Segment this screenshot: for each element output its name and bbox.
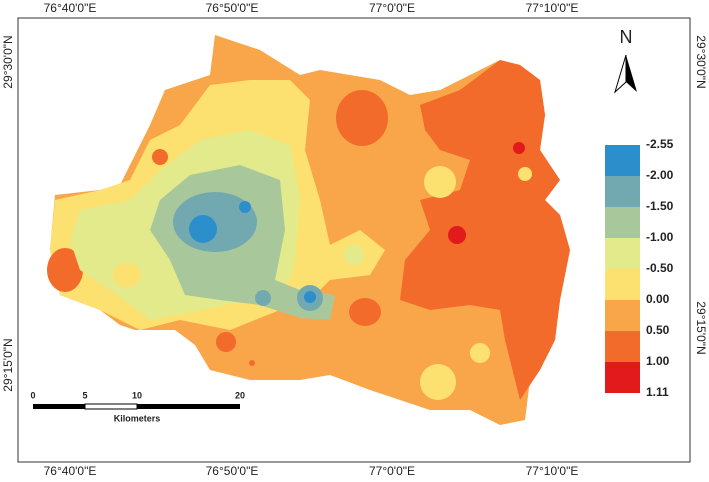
- legend-swatch: [605, 300, 640, 331]
- scale-segment: [84, 403, 138, 410]
- latitude-label: 29°30'0"N: [1, 35, 15, 88]
- red-spot: [448, 226, 466, 244]
- legend-label: 0.00: [646, 292, 670, 306]
- red-orange-patch: [216, 332, 236, 352]
- legend-swatch: [605, 331, 640, 362]
- latitude-label: 29°30'0"N: [694, 35, 708, 88]
- red-orange-patch: [152, 149, 168, 165]
- latitude-label: 29°15'0"N: [694, 301, 708, 354]
- longitude-label: 76°50'0"E: [206, 464, 259, 478]
- latitude-label: 29°15'0"N: [1, 338, 15, 391]
- longitude-label: 76°50'0"E: [206, 1, 259, 15]
- north-arrow-right: [626, 55, 637, 92]
- red-orange-patch: [336, 90, 388, 146]
- scale-label: 0: [30, 390, 35, 400]
- scale-label: 5: [82, 390, 87, 400]
- red-orange-patch: [349, 298, 381, 326]
- legend-swatch: [605, 145, 640, 176]
- legend-label: 1.11: [646, 385, 669, 399]
- longitude-label: 76°40'0"E: [44, 464, 97, 478]
- scale-segment: [33, 404, 85, 409]
- legend-swatch: [605, 269, 640, 300]
- yellow-patch: [518, 167, 532, 181]
- scale-unit: Kilometers: [114, 413, 161, 423]
- light-yellow-patch: [344, 245, 364, 265]
- legend-label: 1.00: [646, 354, 670, 368]
- longitude-label: 77°0'0"E: [369, 464, 415, 478]
- legend-label: -0.50: [646, 261, 674, 275]
- legend-label: 0.50: [646, 323, 670, 337]
- legend-label: -2.55: [646, 137, 674, 151]
- map-surface: [47, 35, 570, 425]
- longitude-label: 77°10'0"E: [526, 1, 579, 15]
- yellow-patch: [420, 364, 456, 400]
- red-orange-patch: [47, 248, 83, 292]
- legend-label: -1.00: [646, 230, 674, 244]
- yellow-patch: [113, 263, 141, 287]
- longitude-label: 77°10'0"E: [526, 464, 579, 478]
- legend-label: -1.50: [646, 199, 674, 213]
- legend-swatch: [605, 238, 640, 269]
- teal-zone: [255, 290, 271, 306]
- scale-label: 20: [235, 390, 245, 400]
- yellow-patch: [470, 343, 490, 363]
- legend-swatch: [605, 207, 640, 238]
- red-orange-patch: [249, 360, 255, 366]
- blue-spot: [239, 201, 251, 213]
- longitude-label: 76°40'0"E: [44, 1, 97, 15]
- blue-spot: [189, 215, 217, 243]
- scale-segment: [137, 404, 240, 409]
- scale-label: 10: [132, 390, 142, 400]
- blue-spot: [304, 291, 316, 303]
- red-orange-zone: [400, 60, 570, 400]
- longitude-label: 77°0'0"E: [369, 1, 415, 15]
- scale-bar: [33, 403, 240, 410]
- north-arrow: N: [614, 27, 637, 94]
- legend-label: -2.00: [646, 168, 674, 182]
- legend-swatch: [605, 362, 640, 393]
- north-label: N: [620, 27, 633, 47]
- legend-swatch: [605, 176, 640, 207]
- yellow-patch: [424, 166, 456, 198]
- red-spot: [513, 142, 525, 154]
